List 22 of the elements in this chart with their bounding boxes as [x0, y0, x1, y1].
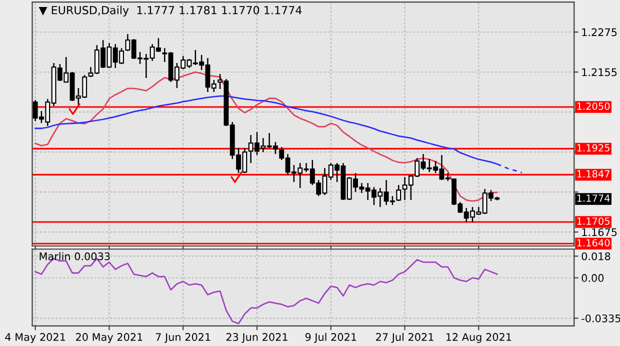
y-tick-label: 0.00 [582, 274, 604, 282]
y-tick-label: -0.0335 [582, 314, 620, 322]
y-tick-label: 1.1675 [582, 228, 617, 236]
x-tick-label: 27 Jul 2021 [376, 332, 434, 343]
x-tick-label: 20 May 2021 [76, 333, 142, 343]
chart-title: ▼ EURUSD,Daily 1.1777 1.1781 1.1770 1.1774 [38, 6, 302, 16]
x-tick-label: 12 Aug 2021 [446, 333, 512, 343]
ref-line-label: 1.1640 [577, 239, 610, 246]
ref-line-label: 1.1705 [577, 217, 610, 225]
annotation: 1.1774 [577, 194, 610, 202]
y-tick-label: 1.2155 [582, 68, 617, 76]
x-tick-label: 9 Jul 2021 [305, 332, 356, 343]
chart-title: Marlin 0.0033 [40, 252, 110, 260]
ref-line-label: 1.1925 [577, 144, 610, 152]
x-tick-label: 4 May 2021 [5, 333, 66, 343]
ref-line-label: 1.2050 [577, 102, 610, 110]
y-tick-label: 0.018 [582, 252, 610, 260]
ref-line-label: 1.1847 [577, 170, 610, 178]
candlestick [396, 184, 402, 202]
y-tick-label: 1.2275 [582, 28, 617, 36]
x-tick-label: 23 Jun 2021 [226, 333, 288, 343]
x-tick-label: 7 Jun 2021 [156, 333, 210, 343]
